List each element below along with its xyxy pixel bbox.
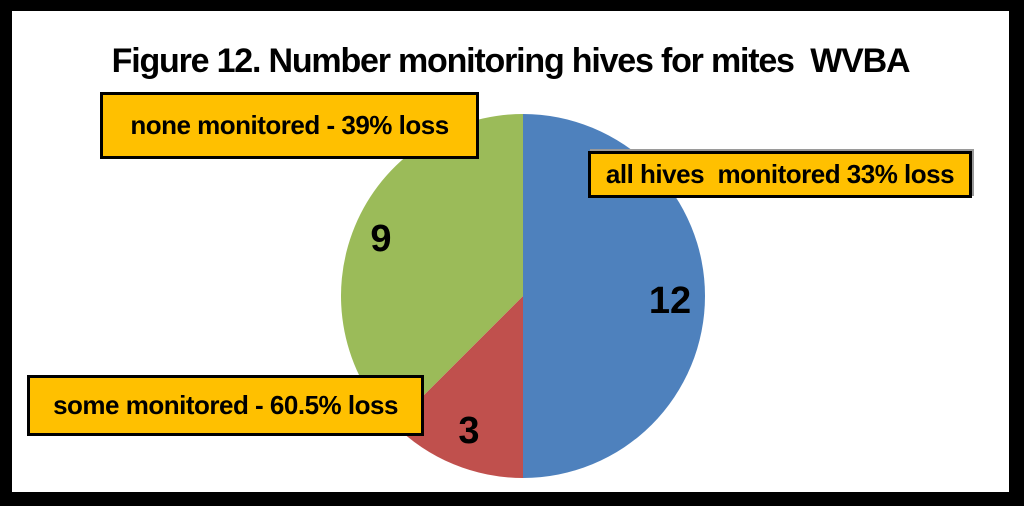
pie-slice-all-hives-monitored — [523, 114, 705, 478]
pie-value-label-all-hives-monitored: 12 — [648, 279, 692, 322]
pie-chart — [341, 114, 705, 478]
callout-all-hives-monitored: all hives monitored 33% loss — [588, 151, 972, 198]
figure-title: Figure 12. Number monitoring hives for m… — [111, 42, 911, 80]
figure-background: Figure 12. Number monitoring hives for m… — [12, 11, 1009, 492]
pie-slice-some-monitored — [394, 296, 523, 478]
pie-slice-none-monitored — [341, 114, 523, 425]
pie-value-label-some-monitored: 3 — [458, 409, 480, 452]
callout-none-monitored: none monitored - 39% loss — [100, 92, 479, 159]
callout-some-monitored: some monitored - 60.5% loss — [27, 375, 424, 436]
pie-value-label-none-monitored: 9 — [370, 217, 392, 260]
pie-chart-area — [341, 114, 705, 478]
